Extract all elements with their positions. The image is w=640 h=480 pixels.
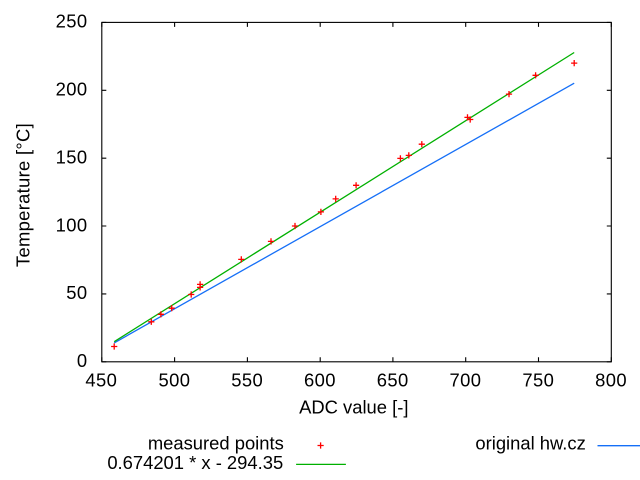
svg-text:original hw.cz: original hw.cz	[475, 432, 585, 453]
svg-text:450: 450	[85, 370, 117, 391]
svg-text:Temperature [°C]: Temperature [°C]	[13, 123, 34, 267]
svg-text:550: 550	[231, 370, 263, 391]
svg-text:100: 100	[56, 214, 88, 235]
svg-text:ADC value [-]: ADC value [-]	[299, 397, 408, 418]
svg-text:0.674201 * x - 294.35: 0.674201 * x - 294.35	[107, 452, 283, 473]
svg-text:700: 700	[450, 370, 482, 391]
svg-text:800: 800	[595, 370, 627, 391]
svg-text:600: 600	[304, 370, 336, 391]
svg-text:250: 250	[56, 11, 88, 32]
svg-text:750: 750	[522, 370, 554, 391]
svg-text:200: 200	[56, 79, 88, 100]
svg-text:150: 150	[56, 146, 88, 167]
svg-text:0: 0	[77, 350, 88, 371]
svg-text:50: 50	[66, 282, 87, 303]
svg-text:500: 500	[158, 370, 190, 391]
svg-text:650: 650	[377, 370, 409, 391]
svg-text:measured points: measured points	[148, 432, 284, 453]
